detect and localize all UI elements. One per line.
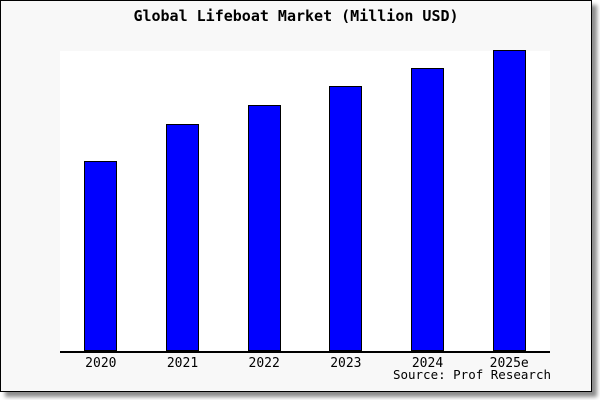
bar-slot <box>223 51 305 351</box>
source-note: Source: Prof Research <box>392 367 551 382</box>
x-tick-label-2020: 2020 <box>85 356 117 371</box>
x-tick-label-2022: 2022 <box>248 356 280 371</box>
bar-2024 <box>411 68 445 351</box>
bar-slot <box>387 51 469 351</box>
bar-slot <box>60 51 142 351</box>
x-axis-labels: 2020 2021 2022 2023 2024 2025e <box>60 356 550 371</box>
x-tick-label-2023: 2023 <box>330 356 362 371</box>
chart-card: Global Lifeboat Market (Million USD) 202… <box>0 0 592 392</box>
bar-slot <box>142 51 224 351</box>
bar-2025e <box>492 50 526 351</box>
bar-2021 <box>166 124 199 351</box>
bar-slot <box>468 50 550 351</box>
x-tick-label-2025e: 2025e <box>489 356 529 371</box>
plot-area <box>60 50 550 353</box>
x-tick-label-2024: 2024 <box>411 356 444 371</box>
bar-2023 <box>329 86 363 351</box>
bar-2020 <box>84 161 118 351</box>
chart-title: Global Lifeboat Market (Million USD) <box>133 7 459 25</box>
bar-2022 <box>247 105 281 351</box>
x-tick-label-2021: 2021 <box>166 356 199 371</box>
bar-slot <box>305 51 387 351</box>
